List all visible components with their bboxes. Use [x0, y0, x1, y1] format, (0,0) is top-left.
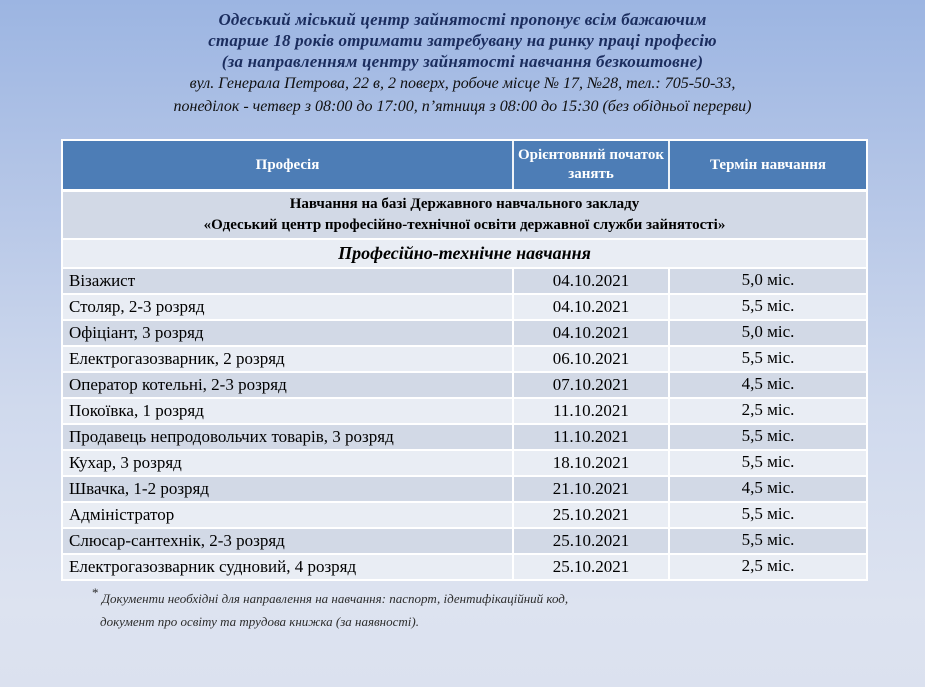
- profession-cell: Столяр, 2-3 розряд: [63, 295, 512, 319]
- start-date-cell: 04.10.2021: [512, 321, 668, 345]
- term-cell: 5,5 міс.: [668, 451, 866, 475]
- start-date-cell: 04.10.2021: [512, 269, 668, 293]
- term-cell: 5,5 міс.: [668, 503, 866, 527]
- table-row: Електрогазозварник, 2 розряд 06.10.2021 …: [63, 347, 866, 371]
- profession-cell: Електрогазозварник судновий, 4 розряд: [63, 555, 512, 579]
- section-school-line1: Навчання на базі Державного навчального …: [289, 196, 640, 212]
- term-cell: 5,5 міс.: [668, 347, 866, 371]
- table-header-row: Професія Орієнтовний початок занять Терм…: [63, 141, 866, 189]
- table-row: Продавець непродовольчих товарів, 3 розр…: [63, 425, 866, 449]
- term-cell: 5,5 міс.: [668, 529, 866, 553]
- term-cell: 4,5 міс.: [668, 477, 866, 501]
- profession-cell: Адміністратор: [63, 503, 512, 527]
- title-line-2: старше 18 років отримати затребувану на …: [208, 31, 717, 50]
- profession-cell: Слюсар-сантехнік, 2-3 розряд: [63, 529, 512, 553]
- profession-cell: Візажист: [63, 269, 512, 293]
- start-date-cell: 18.10.2021: [512, 451, 668, 475]
- start-date-cell: 06.10.2021: [512, 347, 668, 371]
- column-header-profession: Професія: [63, 141, 512, 189]
- start-date-cell: 04.10.2021: [512, 295, 668, 319]
- title-block: Одеський міський центр зайнятості пропон…: [0, 0, 925, 118]
- table-row: Покоївка, 1 розряд 11.10.2021 2,5 міс.: [63, 399, 866, 423]
- section-school-line2: «Одеський центр професійно-технічної осв…: [203, 217, 726, 233]
- table-row: Оператор котельні, 2-3 розряд 07.10.2021…: [63, 373, 866, 397]
- section-type-label: Професійно-технічне навчання: [338, 243, 591, 263]
- column-header-start-date: Орієнтовний початок занять: [512, 141, 668, 189]
- profession-cell: Покоївка, 1 розряд: [63, 399, 512, 423]
- section-school-row: Навчання на базі Державного навчального …: [63, 192, 866, 238]
- title-line-3: (за направленням центру зайнятості навча…: [221, 52, 704, 71]
- section-type-row: Професійно-технічне навчання: [63, 240, 866, 267]
- table-row: Кухар, 3 розряд 18.10.2021 5,5 міс.: [63, 451, 866, 475]
- table-row: Офіціант, 3 розряд 04.10.2021 5,0 міс.: [63, 321, 866, 345]
- start-date-cell: 25.10.2021: [512, 555, 668, 579]
- title-line-1: Одеський міський центр зайнятості пропон…: [218, 10, 707, 29]
- table-row: Адміністратор 25.10.2021 5,5 міс.: [63, 503, 866, 527]
- start-date-cell: 11.10.2021: [512, 425, 668, 449]
- column-header-term: Термін навчання: [668, 141, 866, 189]
- profession-cell: Кухар, 3 розряд: [63, 451, 512, 475]
- table-row: Швачка, 1-2 розряд 21.10.2021 4,5 міс.: [63, 477, 866, 501]
- footnote: * Документи необхідні для направлення на…: [92, 581, 732, 633]
- footnote-line-2: документ про освіту та трудова книжка (з…: [100, 614, 419, 629]
- table-row: Електрогазозварник судновий, 4 розряд 25…: [63, 555, 866, 579]
- profession-cell: Офіціант, 3 розряд: [63, 321, 512, 345]
- profession-cell: Оператор котельні, 2-3 розряд: [63, 373, 512, 397]
- profession-cell: Швачка, 1-2 розряд: [63, 477, 512, 501]
- slide: Одеський міський центр зайнятості пропон…: [0, 0, 925, 629]
- term-cell: 5,0 міс.: [668, 269, 866, 293]
- address-line: вул. Генерала Петрова, 22 в, 2 поверх, р…: [189, 75, 736, 92]
- start-date-cell: 11.10.2021: [512, 399, 668, 423]
- start-date-cell: 25.10.2021: [512, 503, 668, 527]
- table-row: Слюсар-сантехнік, 2-3 розряд 25.10.2021 …: [63, 529, 866, 553]
- term-cell: 2,5 міс.: [668, 555, 866, 579]
- profession-cell: Продавець непродовольчих товарів, 3 розр…: [63, 425, 512, 449]
- start-date-cell: 07.10.2021: [512, 373, 668, 397]
- footnote-line-1: * Документи необхідні для направлення на…: [92, 581, 732, 610]
- term-cell: 2,5 міс.: [668, 399, 866, 423]
- term-cell: 5,0 міс.: [668, 321, 866, 345]
- schedule-line: понеділок - четвер з 08:00 до 17:00, п’я…: [173, 98, 752, 115]
- term-cell: 5,5 міс.: [668, 295, 866, 319]
- profession-cell: Електрогазозварник, 2 розряд: [63, 347, 512, 371]
- footnote-asterisk: *: [92, 585, 99, 600]
- term-cell: 4,5 міс.: [668, 373, 866, 397]
- term-cell: 5,5 міс.: [668, 425, 866, 449]
- table-row: Візажист 04.10.2021 5,0 міс.: [63, 269, 866, 293]
- start-date-cell: 25.10.2021: [512, 529, 668, 553]
- training-table: Професія Орієнтовний початок занять Терм…: [61, 139, 868, 581]
- footnote-line-1-text: Документи необхідні для направлення на н…: [98, 591, 569, 606]
- table-row: Столяр, 2-3 розряд 04.10.2021 5,5 міс.: [63, 295, 866, 319]
- start-date-cell: 21.10.2021: [512, 477, 668, 501]
